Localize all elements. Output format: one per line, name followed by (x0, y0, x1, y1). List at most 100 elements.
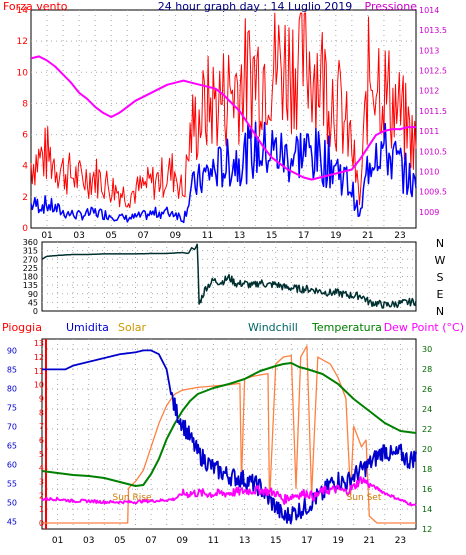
humidity-tick-label: 55 (7, 479, 17, 488)
x-tick-label: 23 (395, 536, 406, 546)
x-tick-label: 09 (177, 536, 189, 546)
direction-tick-label: 270 (23, 255, 38, 264)
temperature-line (41, 362, 417, 487)
x-tick-label: 07 (138, 231, 149, 241)
wind-tick-label: 8 (22, 99, 28, 109)
compass-label: E (437, 288, 444, 301)
rain-tick-label: 2 (39, 491, 44, 500)
humidity-tick-label: 65 (7, 441, 17, 450)
solar-label: Solar (118, 321, 147, 334)
rain-tick-label: 8 (39, 408, 44, 417)
x-tick-label: 09 (170, 231, 182, 241)
temperature-tick-label: 12 (422, 525, 432, 534)
x-tick-label: 11 (202, 231, 213, 241)
pressure-tick-label: 1013 (419, 46, 439, 55)
weather-chart: Pioggia Umidita Solar Windchill Temperat… (2, 321, 464, 546)
x-tick-label: 17 (301, 536, 312, 546)
temperature-label: Temperatura (311, 321, 382, 334)
x-tick-label: 07 (145, 536, 156, 546)
pressure-tick-label: 1012 (419, 87, 439, 96)
dewpoint-label: Dew Point (°C) (384, 321, 464, 334)
rain-tick-label: 6 (39, 436, 44, 445)
pressure-line (30, 55, 416, 181)
weather-chart-ticks: 0123456789101112134550556065707580859012… (7, 339, 432, 546)
pressure-tick-label: 1010.5 (419, 147, 447, 156)
humidity-tick-label: 80 (7, 384, 17, 393)
wind-chart-lines (30, 55, 417, 224)
wind-tick-label: 10 (17, 68, 29, 78)
x-tick-label: 05 (105, 231, 116, 241)
windchill-label: Windchill (248, 321, 298, 334)
humidity-tick-label: 75 (7, 403, 17, 412)
x-tick-label: 13 (239, 536, 250, 546)
x-tick-label: 15 (270, 536, 281, 546)
wind-gust-series (30, 12, 417, 209)
x-tick-label: 21 (364, 536, 375, 546)
humidity-line (42, 349, 417, 525)
pressure-tick-label: 1010 (419, 167, 439, 176)
wind-tick-label: 0 (22, 224, 28, 234)
rain-tick-label: 12 (34, 353, 44, 362)
humidity-label: Umidita (66, 321, 109, 334)
temperature-tick-label: 30 (422, 345, 432, 354)
temperature-tick-label: 14 (422, 505, 432, 514)
humidity-tick-label: 70 (7, 422, 17, 431)
direction-tick-label: 135 (23, 281, 38, 290)
x-tick-label: 13 (234, 231, 245, 241)
rain-tick-label: 1 (39, 505, 44, 514)
direction-tick-label: 0 (33, 307, 38, 316)
temperature-tick-label: 22 (422, 425, 432, 434)
x-tick-label: 17 (298, 231, 309, 241)
direction-tick-label: 315 (23, 247, 38, 256)
wind-tick-label: 2 (22, 193, 28, 203)
temperature-tick-label: 20 (422, 445, 432, 454)
temperature-tick-label: 26 (422, 385, 432, 394)
temperature-tick-label: 28 (422, 365, 432, 374)
direction-line (41, 243, 417, 309)
direction-tick-label: 225 (23, 264, 38, 273)
x-tick-label: 21 (362, 231, 373, 241)
x-tick-label: 01 (52, 536, 63, 546)
humidity-tick-label: 85 (7, 365, 17, 374)
humidity-tick-label: 45 (7, 517, 17, 526)
sunrise-annotation: Sun Rise (113, 493, 152, 503)
pressure-tick-label: 1011 (419, 127, 439, 136)
solar-line (42, 345, 416, 524)
rain-tick-label: 13 (34, 339, 44, 348)
compass-label: N (436, 237, 444, 250)
rain-label: Pioggia (2, 321, 42, 334)
humidity-tick-label: 90 (7, 346, 17, 355)
rain-tick-label: 5 (39, 450, 44, 459)
weather-chart-lines (41, 345, 417, 525)
temperature-tick-label: 16 (422, 485, 432, 494)
x-tick-label: 03 (73, 231, 84, 241)
x-tick-label: 19 (330, 231, 342, 241)
sunset-annotation: Sun Set (347, 493, 382, 503)
x-tick-label: 15 (266, 231, 277, 241)
pressure-tick-label: 1009.5 (419, 188, 447, 197)
rain-tick-label: 9 (39, 394, 44, 403)
rain-tick-label: 7 (39, 422, 44, 431)
direction-chart-lines (41, 243, 417, 309)
pressure-tick-label: 1014 (419, 6, 439, 15)
direction-tick-label: 45 (28, 298, 38, 307)
pressure-axis-label: Pressione (365, 0, 418, 13)
rain-tick-label: 10 (34, 381, 44, 390)
humidity-tick-label: 60 (7, 460, 17, 469)
direction-tick-label: 180 (23, 273, 38, 282)
x-tick-label: 01 (41, 231, 52, 241)
wind-tick-label: 4 (22, 162, 28, 172)
pressure-tick-label: 1009 (419, 208, 439, 217)
wind-chart-ticks: 01 03 05 07 09 11 13 15 17 19 21 230246810121410091… (17, 6, 447, 241)
temperature-tick-label: 24 (422, 405, 432, 414)
temperature-tick-label: 18 (422, 465, 432, 474)
wind-tick-label: 6 (22, 131, 28, 141)
x-tick-label: 19 (332, 536, 344, 546)
pressure-tick-label: 1013.5 (419, 26, 447, 35)
pressure-tick-label: 1012.5 (419, 67, 447, 76)
wind-tick-label: 14 (17, 6, 29, 16)
wind-pressure-chart: Forza vento 24 hour graph day : 14 Lugli… (3, 0, 447, 241)
